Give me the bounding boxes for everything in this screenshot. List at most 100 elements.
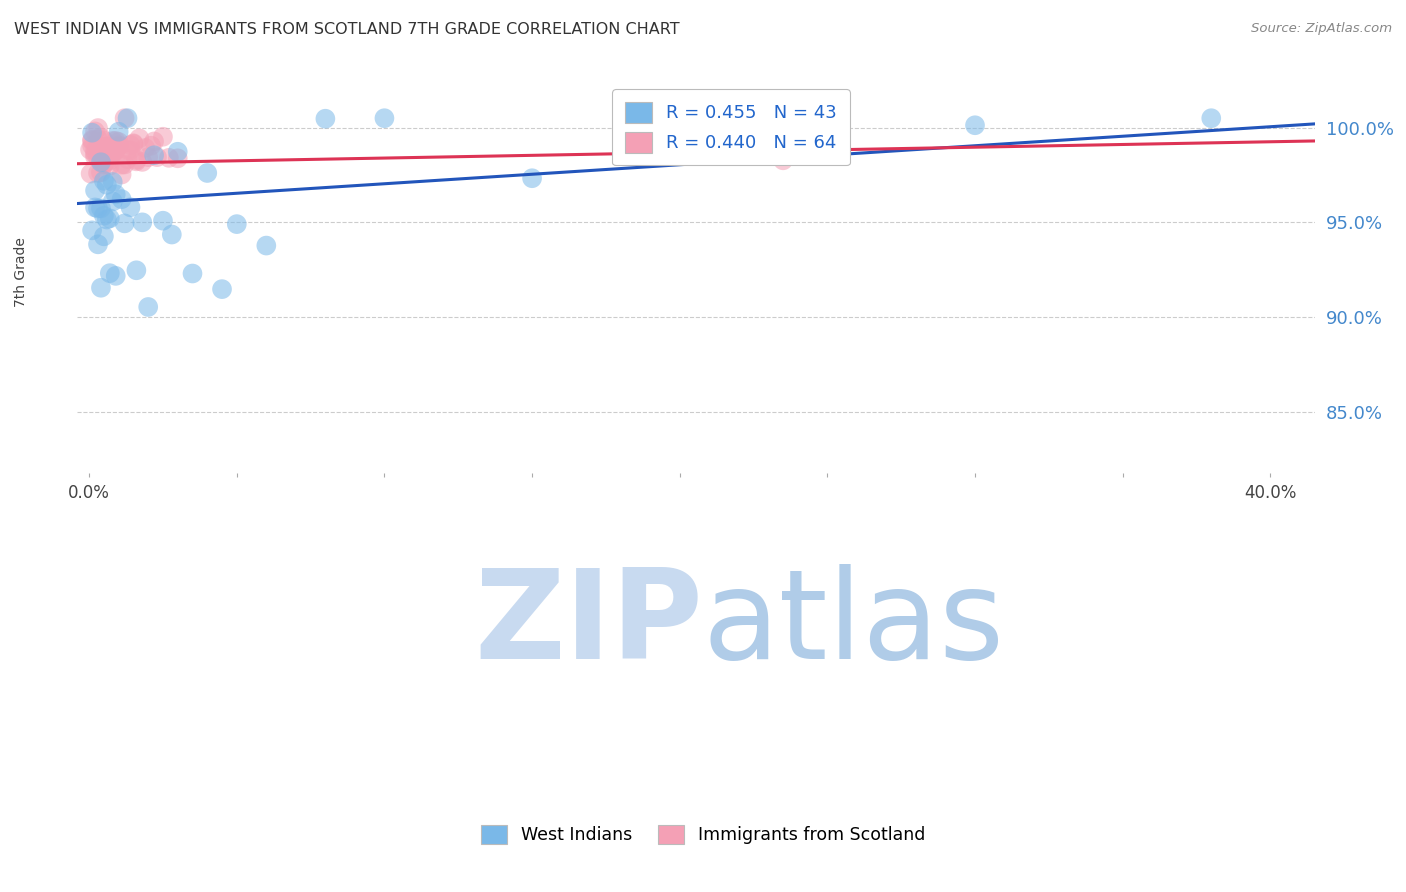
Point — [107, 138, 129, 153]
Point — [1199, 112, 1222, 126]
Point — [101, 194, 124, 209]
Point — [87, 121, 110, 136]
Text: 7th Grade: 7th Grade — [14, 237, 28, 307]
Legend: R = 0.455   N = 43, R = 0.440   N = 64: R = 0.455 N = 43, R = 0.440 N = 64 — [612, 89, 849, 165]
Point — [96, 150, 118, 164]
Point — [90, 139, 112, 153]
Point — [98, 143, 121, 157]
Point — [134, 141, 156, 155]
Point — [111, 158, 134, 172]
Point — [125, 154, 148, 169]
Point — [82, 223, 104, 237]
Point — [101, 141, 124, 155]
Point — [125, 263, 148, 277]
Point — [101, 175, 124, 189]
Point — [84, 201, 107, 215]
Point — [93, 157, 115, 171]
Point — [166, 145, 188, 159]
Point — [963, 118, 986, 132]
Point — [107, 135, 129, 149]
Point — [727, 124, 749, 138]
Legend: West Indians, Immigrants from Scotland: West Indians, Immigrants from Scotland — [474, 818, 932, 851]
Point — [131, 215, 153, 229]
Point — [125, 153, 148, 167]
Point — [114, 112, 136, 126]
Point — [107, 125, 129, 139]
Point — [111, 168, 134, 182]
Point — [195, 166, 218, 180]
Point — [141, 138, 163, 153]
Point — [166, 151, 188, 165]
Point — [117, 152, 139, 166]
Point — [128, 131, 150, 145]
Point — [87, 237, 110, 252]
Point — [96, 144, 118, 158]
Point — [225, 217, 247, 231]
Point — [90, 130, 112, 145]
Point — [742, 120, 765, 134]
Point — [87, 202, 110, 216]
Point — [87, 150, 110, 164]
Point — [104, 187, 127, 202]
Point — [143, 148, 166, 162]
Point — [146, 150, 169, 164]
Point — [90, 151, 112, 165]
Text: ZIP: ZIP — [474, 564, 703, 685]
Point — [84, 124, 107, 138]
Point — [160, 227, 183, 242]
Point — [84, 150, 107, 164]
Point — [520, 171, 543, 186]
Point — [131, 154, 153, 169]
Point — [756, 129, 779, 144]
Point — [104, 134, 127, 148]
Point — [111, 192, 134, 206]
Point — [98, 266, 121, 280]
Point — [93, 148, 115, 162]
Point — [373, 112, 395, 126]
Point — [84, 144, 107, 158]
Point — [120, 138, 142, 153]
Point — [82, 126, 104, 140]
Point — [84, 146, 107, 161]
Point — [98, 159, 121, 173]
Point — [98, 211, 121, 226]
Point — [152, 129, 174, 144]
Point — [117, 112, 139, 126]
Point — [114, 216, 136, 230]
Point — [157, 151, 180, 165]
Point — [96, 178, 118, 192]
Point — [96, 154, 118, 169]
Point — [101, 146, 124, 161]
Point — [90, 165, 112, 179]
Point — [79, 167, 101, 181]
Point — [314, 112, 336, 126]
Point — [93, 156, 115, 170]
Point — [96, 139, 118, 153]
Point — [136, 150, 159, 164]
Point — [104, 144, 127, 158]
Point — [120, 200, 142, 214]
Point — [104, 268, 127, 283]
Point — [98, 153, 121, 168]
Point — [82, 138, 104, 153]
Point — [82, 134, 104, 148]
Point — [79, 143, 101, 157]
Point — [211, 282, 233, 296]
Point — [93, 134, 115, 148]
Point — [84, 184, 107, 198]
Point — [114, 157, 136, 171]
Point — [90, 202, 112, 216]
Point — [143, 135, 166, 149]
Text: Source: ZipAtlas.com: Source: ZipAtlas.com — [1251, 22, 1392, 36]
Text: WEST INDIAN VS IMMIGRANTS FROM SCOTLAND 7TH GRADE CORRELATION CHART: WEST INDIAN VS IMMIGRANTS FROM SCOTLAND … — [14, 22, 679, 37]
Point — [120, 143, 142, 157]
Point — [772, 153, 794, 168]
Point — [90, 281, 112, 295]
Point — [254, 238, 277, 252]
Point — [727, 112, 749, 126]
Point — [87, 166, 110, 180]
Point — [87, 132, 110, 146]
Point — [107, 139, 129, 153]
Point — [117, 143, 139, 157]
Point — [82, 133, 104, 147]
